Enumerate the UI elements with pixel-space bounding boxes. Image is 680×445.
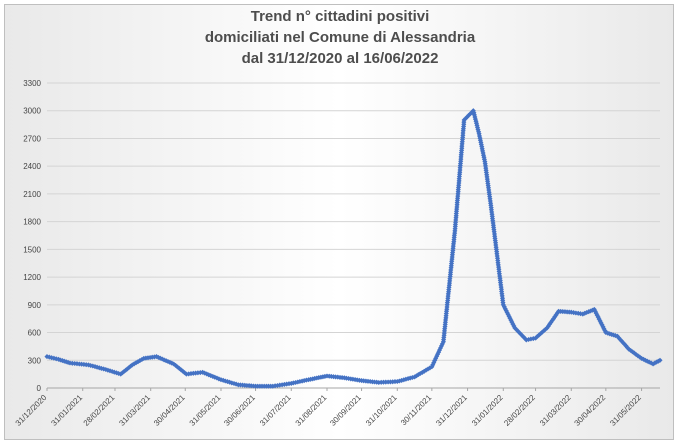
y-tick-label-9: 2700 — [23, 134, 41, 143]
x-tick-label-0: 31/12/2020 — [14, 393, 49, 428]
x-tick-label-14: 28/02/2022 — [502, 393, 537, 428]
x-tick-label-5: 31/05/2021 — [188, 393, 223, 428]
chart-title-line-2: domiciliati nel Comune di Alessandria — [204, 29, 476, 46]
y-tick-label-10: 3000 — [23, 107, 41, 116]
x-tick-label-2: 28/02/2021 — [82, 393, 117, 428]
y-tick-label-8: 2400 — [23, 162, 41, 171]
y-tick-label-7: 2100 — [23, 190, 41, 199]
x-tick-label-15: 31/03/2022 — [538, 393, 573, 428]
x-tick-label-7: 31/07/2021 — [258, 393, 293, 428]
x-tick-label-4: 30/04/2021 — [152, 393, 187, 428]
series-line-0 — [46, 109, 661, 388]
x-tick-label-10: 31/10/2021 — [364, 393, 399, 428]
y-tick-label-5: 1500 — [23, 245, 41, 254]
x-tick-label-1: 31/01/2021 — [49, 393, 84, 428]
x-tick-label-16: 30/04/2022 — [573, 393, 608, 428]
x-tick-label-11: 30/11/2021 — [399, 393, 434, 428]
x-tick-label-6: 30/06/2021 — [222, 393, 257, 428]
y-tick-label-4: 1200 — [23, 273, 41, 282]
chart-title-line-1: Trend n° cittadini positivi — [250, 8, 430, 25]
y-tick-label-2: 600 — [28, 329, 42, 338]
gridlines — [47, 82, 660, 389]
chart-title-line-3: dal 31/12/2020 al 16/06/2022 — [241, 50, 439, 67]
x-tick-label-9: 30/09/2021 — [328, 393, 363, 428]
y-tick-label-3: 900 — [28, 301, 42, 310]
chart-title: Trend n° cittadini positivi domiciliati … — [0, 6, 680, 69]
y-tick-label-11: 3300 — [23, 79, 41, 88]
series-layer — [44, 108, 663, 389]
x-tick-label-13: 31/01/2022 — [470, 393, 505, 428]
y-axis: 0 300 600 900 1200 1500 1800 2100 2400 2700 3000 33… — [23, 79, 41, 393]
x-tick-label-3: 31/03/2021 — [117, 393, 152, 428]
x-tick-label-12: 31/12/2021 — [434, 393, 469, 428]
x-tick-label-17: 31/05/2022 — [608, 393, 643, 428]
y-tick-label-1: 300 — [28, 356, 42, 365]
y-tick-label-0: 0 — [37, 384, 42, 393]
x-tick-label-8: 31/08/2021 — [294, 393, 329, 428]
y-tick-label-6: 1800 — [23, 218, 41, 227]
